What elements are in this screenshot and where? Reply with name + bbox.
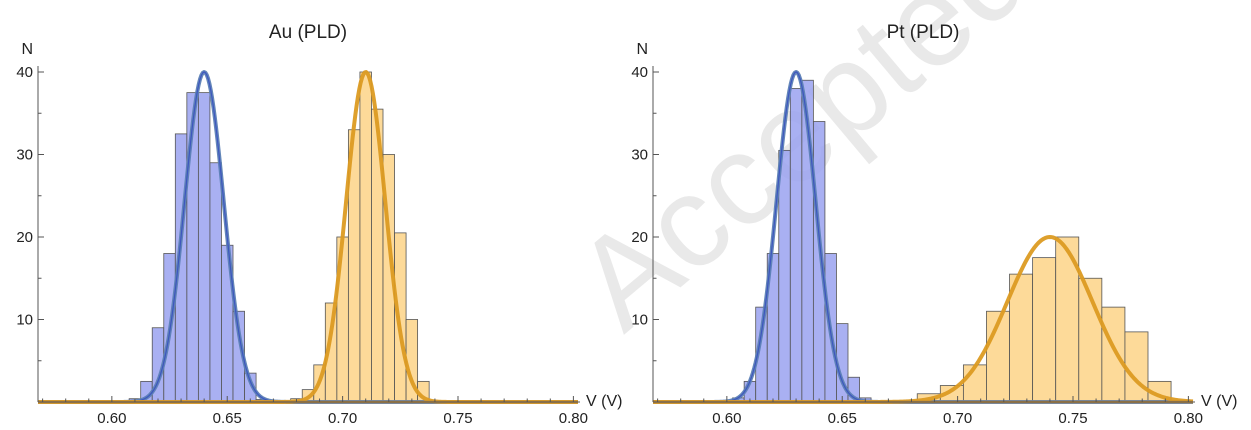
y-tick-label: 40 xyxy=(631,64,648,81)
x-tick-label: 0.70 xyxy=(328,410,357,427)
y-tick-label: 40 xyxy=(16,64,33,81)
y-tick-label: 30 xyxy=(16,147,33,164)
histogram-bar xyxy=(962,364,987,403)
histogram-bar xyxy=(197,92,211,403)
x-tick-label: 0.65 xyxy=(213,410,242,427)
series-1-fit-curve xyxy=(37,70,579,404)
x-axis-title: V (V) xyxy=(1201,393,1237,410)
x-tick-label: 0.70 xyxy=(943,410,972,427)
histogram-bar xyxy=(778,149,791,403)
histogram-bar xyxy=(359,71,372,403)
x-tick-label: 0.60 xyxy=(97,410,126,427)
series-1-fit-curve-core xyxy=(38,71,578,403)
axes: 10 20 30 40 0.60 0.65 0.70 0.75 0.80 xyxy=(16,64,588,427)
x-tick-label: 0.80 xyxy=(1174,410,1203,427)
chart-title: Pt (PLD) xyxy=(887,22,960,43)
panel-pt-pld: 10 20 30 40 0.60 0.65 0.70 0.75 0.80 N V (V) Pt (PL… xyxy=(631,22,1237,427)
y-tick-label: 30 xyxy=(631,147,648,164)
y-tick-label: 20 xyxy=(16,229,33,246)
axes: 10 20 30 40 0.60 0.65 0.70 0.75 0.80 xyxy=(631,64,1203,427)
histogram-bar xyxy=(209,162,222,403)
y-axis-title: N xyxy=(21,41,33,58)
y-tick-label: 10 xyxy=(631,312,648,329)
series-1-bars xyxy=(128,92,269,403)
y-axis-title: N xyxy=(636,41,648,58)
histogram-bar xyxy=(789,88,803,403)
panel-au-pld: 10 20 30 40 0.60 0.65 0.70 0.75 0.80 N V (V) Au (PL… xyxy=(16,22,622,427)
series-2-fit-curve xyxy=(37,70,579,404)
histogram-bar xyxy=(1101,306,1126,403)
series-2-bars xyxy=(290,71,430,403)
y-tick-label: 20 xyxy=(631,229,648,246)
x-tick-label: 0.65 xyxy=(828,410,857,427)
histogram-bar xyxy=(1032,257,1057,403)
x-tick-label: 0.60 xyxy=(712,410,741,427)
histogram-bar xyxy=(1124,331,1149,403)
x-tick-label: 0.80 xyxy=(559,410,588,427)
chart-title: Au (PLD) xyxy=(269,22,347,43)
x-tick-label: 0.75 xyxy=(1058,410,1087,427)
x-tick-label: 0.75 xyxy=(443,410,472,427)
x-axis-title: V (V) xyxy=(586,393,622,410)
y-tick-label: 10 xyxy=(16,312,33,329)
